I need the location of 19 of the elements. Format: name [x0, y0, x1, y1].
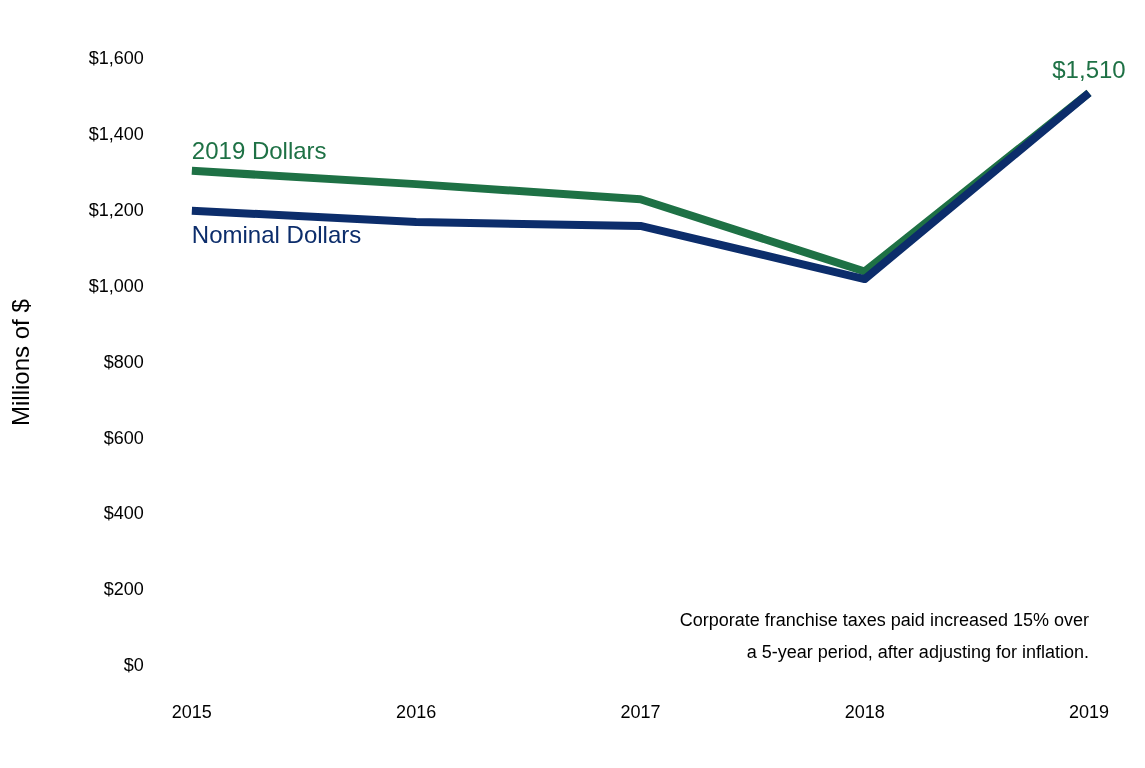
y-tick-label: $200 — [103, 579, 144, 600]
y-tick-label: $1,600 — [88, 47, 144, 68]
y-tick-label: $1,400 — [88, 123, 144, 144]
x-tick-label: 2019 — [1068, 702, 1109, 723]
y-tick-label: $1,000 — [88, 275, 144, 296]
x-tick-label: 2016 — [396, 702, 437, 723]
x-tick-label: 2015 — [171, 702, 212, 723]
x-tick-label: 2018 — [844, 702, 885, 723]
series-label: Nominal Dollars — [191, 221, 362, 249]
y-tick-label: $600 — [103, 427, 144, 448]
data-label: $1,510 — [1052, 55, 1126, 83]
y-tick-label: $1,200 — [88, 199, 144, 220]
x-tick-label: 2017 — [620, 702, 661, 723]
y-axis-title: Millions of $ — [7, 299, 35, 426]
y-tick-label: $0 — [123, 655, 144, 676]
y-tick-label: $800 — [103, 351, 144, 372]
y-tick-label: $400 — [103, 503, 144, 524]
series-label: 2019 Dollars — [191, 137, 327, 165]
annotation: Corporate franchise taxes paid increased 15% over a 5-year period, after adjusting for inflation. — [679, 610, 1089, 663]
